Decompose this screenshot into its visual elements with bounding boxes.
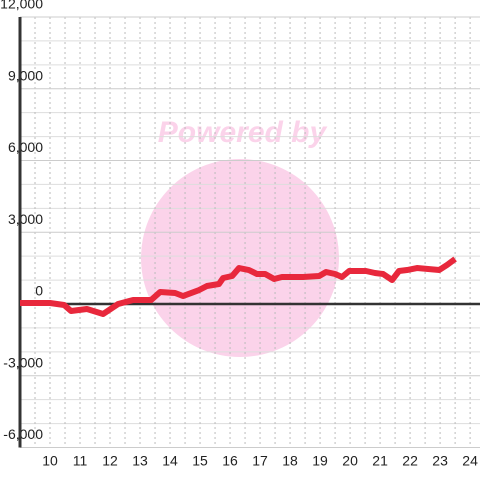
- x-tick-label: 14: [162, 453, 178, 469]
- watermark: Powered by: [158, 116, 328, 149]
- data-line: [20, 256, 457, 317]
- y-tick-label: -3,000: [3, 354, 43, 370]
- x-tick-label: 16: [222, 453, 238, 469]
- y-tick-label: 3,000: [8, 211, 43, 227]
- y-tick-label: -6,000: [3, 426, 43, 442]
- x-tick-label: 24: [462, 453, 478, 469]
- x-tick-label: 13: [132, 453, 148, 469]
- x-tick-label: 17: [252, 453, 268, 469]
- watermark-logo: [141, 159, 339, 357]
- x-tick-label: 15: [192, 453, 208, 469]
- x-tick-label: 21: [372, 453, 388, 469]
- y-tick-label: 9,000: [8, 67, 43, 83]
- x-tick-label: 12: [102, 453, 118, 469]
- x-tick-label: 23: [432, 453, 448, 469]
- y-tick-label: 6,000: [8, 139, 43, 155]
- x-tick-label: 19: [312, 453, 328, 469]
- x-tick-label: 20: [342, 453, 358, 469]
- x-tick-label: 22: [402, 453, 418, 469]
- x-tick-label: 10: [42, 453, 58, 469]
- y-tick-label: 12,000: [0, 0, 43, 12]
- x-tick-label: 11: [73, 453, 88, 469]
- x-tick-label: 18: [282, 453, 298, 469]
- y-tick-label: 0: [35, 283, 43, 299]
